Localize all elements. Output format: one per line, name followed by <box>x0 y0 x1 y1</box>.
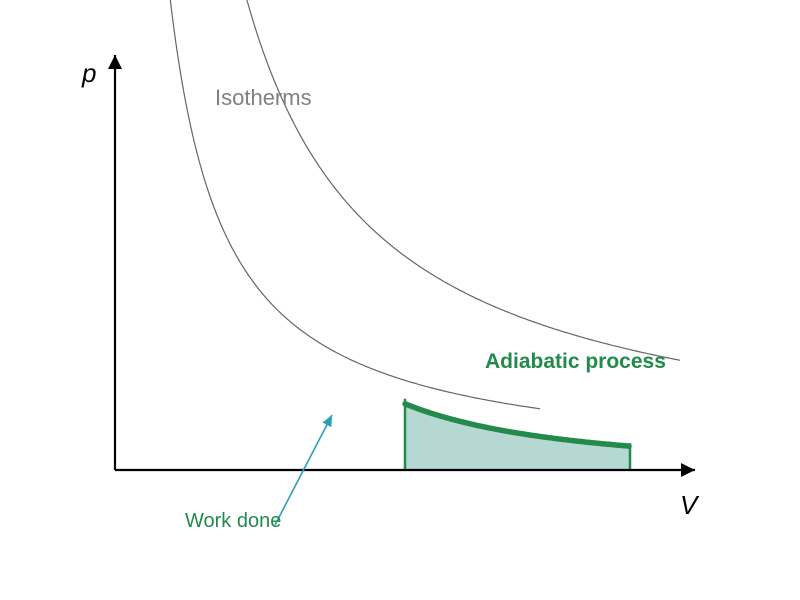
y-axis-arrow <box>108 55 122 69</box>
y-axis-label: p <box>82 58 96 89</box>
pv-diagram: p V Isotherms Adiabatic process Work don… <box>0 0 800 600</box>
work-done-label: Work done <box>185 510 281 533</box>
x-axis-arrow <box>681 463 695 477</box>
x-axis-label: V <box>680 490 697 521</box>
isotherm-1 <box>118 0 540 409</box>
isotherm-2 <box>158 0 680 360</box>
isotherms-label: Isotherms <box>215 85 312 111</box>
adiabatic-process-label: Adiabatic process <box>485 350 666 374</box>
